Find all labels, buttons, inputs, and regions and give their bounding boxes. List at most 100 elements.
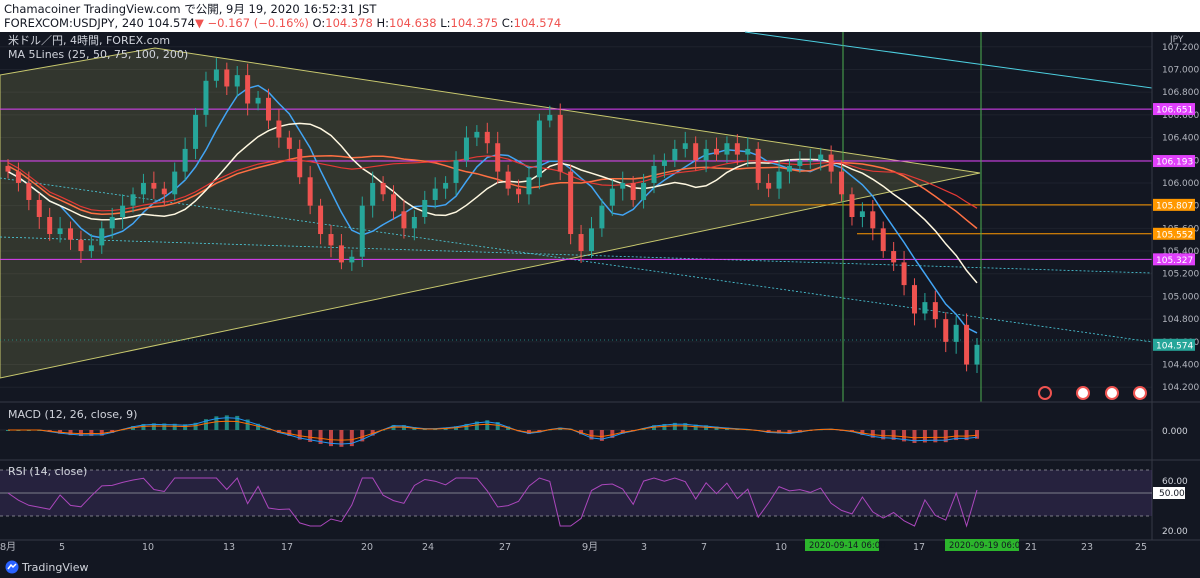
macd-bar (589, 430, 594, 440)
candle-body (964, 324, 970, 365)
candle-body (193, 114, 199, 149)
flag-icon[interactable] (1076, 386, 1090, 400)
time-tick: 17 (913, 542, 925, 553)
macd-bar (172, 423, 177, 430)
price-label: 105.327 (1156, 256, 1193, 266)
upper-trend-line (744, 31, 1153, 89)
time-tick: 21 (1025, 542, 1037, 553)
candle-body (828, 154, 834, 172)
candle-body (526, 177, 532, 195)
macd-tick-0: 0.000 (1162, 427, 1188, 437)
candle-body (255, 97, 261, 104)
macd-bar (256, 423, 261, 430)
time-tick: 7 (701, 542, 707, 553)
candlestick-series (5, 58, 980, 374)
tradingview-logo-icon (5, 560, 19, 574)
time-tick: 20 (361, 542, 373, 553)
price-label: 106.651 (1156, 106, 1193, 116)
candle-body (276, 120, 282, 138)
time-tick: 10 (775, 542, 787, 553)
symbol-ohlc-line: FOREXCOM:USDJPY, 240 104.574▼ −0.167 (−0… (4, 16, 561, 30)
macd-bar (662, 424, 667, 430)
candle-body (693, 143, 699, 161)
flag-icon[interactable] (1105, 386, 1119, 400)
price-tick: 105.000 (1162, 292, 1199, 302)
candle-body (724, 143, 730, 155)
price-tick: 106.600 (1162, 111, 1199, 121)
time-tick: 27 (499, 542, 511, 553)
high-value: 104.638 (389, 16, 437, 30)
candle-body (318, 205, 324, 235)
candle-body (891, 251, 897, 263)
lower-trend-line (0, 177, 1153, 343)
signal-line (8, 420, 978, 441)
candle-body (776, 171, 782, 189)
macd-bar (245, 419, 250, 430)
macd-bar (464, 423, 469, 430)
candle-body (453, 160, 459, 183)
candle-body (213, 69, 219, 81)
candle-body (203, 80, 209, 115)
publish-info: Chamacoiner TradingView.com で公開, 9月 19, … (4, 2, 377, 16)
candle-body (755, 148, 761, 183)
date-marker-1: 2020-09-14 06:00 (809, 541, 886, 551)
candle-body (78, 239, 84, 252)
ma-white-line (7, 122, 978, 284)
date-marker-2: 2020-09-19 06:00 (949, 541, 1026, 551)
price-label-bg (1153, 338, 1195, 351)
macd-bar (912, 430, 917, 443)
candle-body (620, 182, 626, 189)
macd-bar (162, 423, 167, 430)
candle-body (120, 205, 126, 217)
event-icon[interactable] (1038, 386, 1052, 400)
candle-body (328, 234, 334, 246)
candle-body (265, 97, 271, 121)
footer: TradingView (0, 556, 1200, 578)
price-axis[interactable] (1152, 32, 1200, 540)
macd-bar (318, 430, 323, 444)
rsi-legend: RSI (14, close) (8, 465, 87, 478)
candle-body (151, 182, 157, 189)
macd-bar (881, 430, 886, 440)
rsi-tick-60: 60.00 (1162, 477, 1188, 487)
macd-bar (474, 421, 479, 430)
time-tick: 17 (281, 542, 293, 553)
price-axis-labels: 106.651 106.193 105.807 105.552 105.327 104.5… (1153, 103, 1195, 351)
candle-body (245, 75, 251, 104)
macd-bar (922, 430, 927, 443)
event-icons[interactable] (1038, 386, 1147, 400)
currency-label: JPY (1169, 35, 1184, 45)
candle-body (234, 75, 240, 87)
candle-body (568, 171, 574, 235)
candle-body (338, 245, 344, 263)
candle-body (911, 285, 917, 314)
price-tick: 107.000 (1162, 65, 1199, 75)
date-marker-2-bg (945, 539, 1019, 551)
macd-bar (683, 423, 688, 430)
candle-body (349, 256, 355, 263)
price-label: 106.193 (1156, 158, 1193, 168)
price-tick: 106.800 (1162, 88, 1199, 98)
candle-body (766, 182, 772, 189)
price-change: ▼ −0.167 (−0.16%) (195, 16, 309, 30)
time-tick: 23 (1081, 542, 1093, 553)
candle-body (380, 182, 386, 195)
candle-body (99, 228, 105, 246)
candle-body (474, 131, 480, 138)
flag-icon[interactable] (1133, 386, 1147, 400)
candle-body (953, 324, 959, 342)
candle-body (682, 143, 688, 149)
macd-bar (870, 430, 875, 438)
macd-bar (141, 424, 146, 430)
open-label: O: (312, 16, 326, 30)
price-label-bg (1153, 155, 1195, 168)
macd-bar (672, 422, 677, 430)
ma-orange-line (7, 155, 978, 230)
macd-line (8, 417, 978, 445)
candle-body (297, 148, 303, 178)
price-label-bg (1153, 253, 1195, 266)
chart-canvas[interactable]: 米ドル／円, 4時間, FOREX.com MA 5Lines (25, 50,… (0, 0, 1200, 556)
candle-body (661, 160, 667, 166)
candle-body (672, 148, 678, 161)
macd-bar (308, 430, 313, 442)
